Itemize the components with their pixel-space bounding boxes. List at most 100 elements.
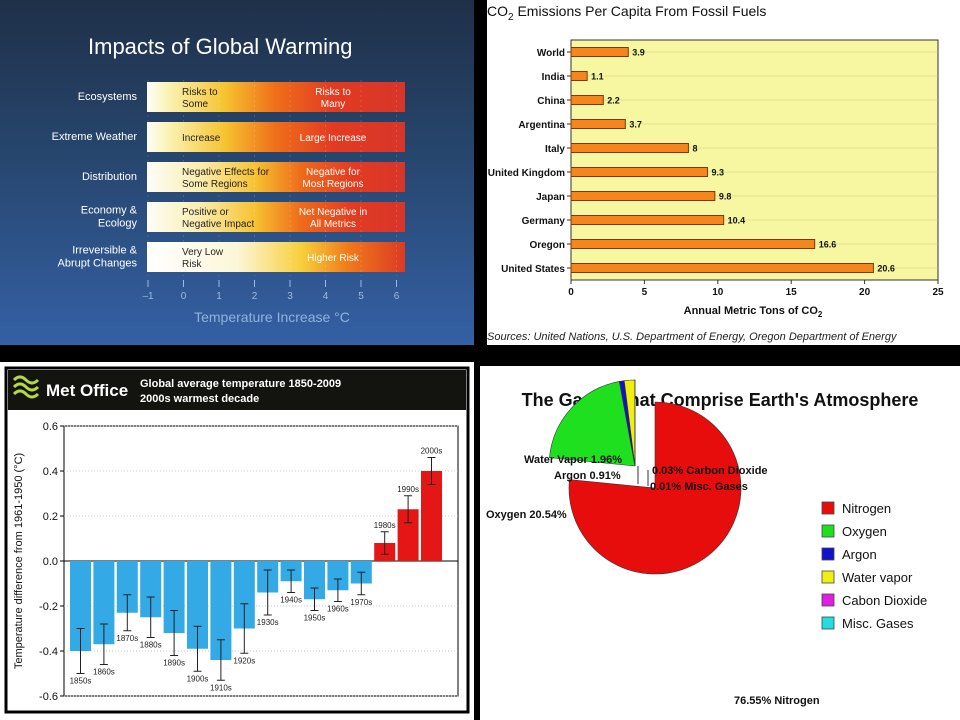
- atmosphere-legend-label: Cabon Dioxide: [842, 593, 927, 608]
- metoffice-y-tick-label: 0.6: [43, 421, 58, 433]
- co2-x-tick-label: 15: [786, 287, 798, 298]
- metoffice-bar: [327, 561, 349, 591]
- co2-x-tick-label: 20: [859, 287, 871, 298]
- metoffice-chart: Met Office Global average temperature 18…: [4, 366, 470, 714]
- metoffice-y-axis-label: Temperature difference from 1961-1950 (°…: [13, 453, 25, 669]
- impacts-x-tick-label: 1: [216, 291, 222, 302]
- co2-category-label: China: [537, 96, 565, 107]
- atmosphere-slice-label: Oxygen 20.54%: [486, 509, 567, 521]
- metoffice-bar: [70, 561, 91, 651]
- co2-bar: [570, 47, 629, 57]
- co2-x-axis-label: Annual Metric Tons of CO2: [684, 305, 823, 319]
- metoffice-decade-label: 1900s: [187, 674, 209, 683]
- metoffice-header: [8, 370, 466, 410]
- atmosphere-legend-label: Nitrogen: [842, 501, 891, 516]
- atmosphere-slice-label: 0.03% Carbon Dioxide: [652, 465, 768, 477]
- impacts-category-label: Distribution: [82, 171, 137, 183]
- impacts-title: Impacts of Global Warming: [88, 34, 353, 59]
- impacts-chart: Impacts of Global Warming Ecosystems Risk…: [52, 34, 405, 325]
- metoffice-bar: [304, 561, 325, 600]
- co2-category-label: United Kingdom: [488, 168, 565, 179]
- impacts-x-tick-label: 6: [394, 291, 400, 302]
- impacts-bar: [147, 122, 405, 152]
- co2-category-label: Argentina: [518, 120, 565, 131]
- metoffice-decade-label: 1880s: [140, 641, 162, 650]
- co2-category-label: United States: [501, 264, 565, 275]
- metoffice-y-tick-label: -0.6: [39, 691, 58, 703]
- co2-bar-value-label: 9.8: [719, 192, 732, 202]
- impacts-bar-left-label: Increase: [182, 133, 221, 144]
- co2-bar-value-label: 3.7: [629, 120, 642, 130]
- metoffice-bar: [163, 561, 185, 633]
- impacts-bar: [147, 162, 405, 192]
- impacts-bar-right-label: Risks to: [315, 87, 351, 98]
- impacts-x-tick-label: 4: [323, 291, 329, 302]
- impacts-bar-right-label: Net Negative in: [299, 207, 367, 218]
- atmosphere-legend-swatch: [821, 616, 835, 630]
- co2-x-tick-label: 5: [642, 287, 648, 298]
- metoffice-y-tick-label: 0.4: [43, 466, 58, 478]
- metoffice-decade-label: 1920s: [233, 656, 255, 665]
- metoffice-decade-label: 1990s: [397, 485, 419, 494]
- atmosphere-chart: The Gases That Comprise Earth's Atmosphe…: [486, 379, 927, 707]
- impacts-bar-right-label: Higher Risk: [307, 253, 360, 264]
- impacts-bar-right-label: Large Increase: [300, 133, 367, 144]
- metoffice-bar: [233, 561, 255, 629]
- co2-category-label: World: [537, 48, 565, 59]
- impacts-x-tick-label: 3: [287, 291, 293, 302]
- metoffice-subtitle: 2000s warmest decade: [140, 393, 259, 405]
- co2-bar: [570, 239, 816, 249]
- impacts-bar-left-label: Some Regions: [182, 179, 248, 190]
- co2-category-label: Japan: [536, 192, 565, 203]
- co2-source: Sources: United Nations, U.S. Department…: [487, 331, 898, 343]
- atmosphere-pie-slice: [568, 401, 742, 575]
- metoffice-logo-icon: [12, 375, 40, 399]
- metoffice-brand: Met Office: [46, 381, 128, 400]
- impacts-chart-panel: Impacts of Global Warming Ecosystems Risk…: [0, 0, 474, 345]
- metoffice-decade-label: 1960s: [327, 605, 349, 614]
- impacts-bar-left-label: Some: [182, 99, 209, 110]
- atmosphere-legend-label: Argon: [842, 547, 877, 562]
- co2-x-tick-label: 10: [712, 287, 724, 298]
- impacts-category-label: Abrupt Changes: [58, 258, 138, 270]
- atmosphere-slice-label: 76.55% Nitrogen: [734, 695, 820, 707]
- impacts-bar-left-label: Positive or: [182, 207, 229, 218]
- metoffice-bar: [187, 561, 208, 649]
- metoffice-decade-label: 1980s: [374, 521, 396, 530]
- co2-category-label: Oregon: [529, 240, 565, 251]
- co2-bar: [570, 263, 874, 273]
- metoffice-decade-label: 1890s: [163, 659, 185, 668]
- impacts-bar-left-label: Very Low: [182, 247, 224, 258]
- impacts-category-label: Extreme Weather: [52, 131, 138, 143]
- atmosphere-legend-label: Misc. Gases: [842, 616, 914, 631]
- impacts-bar: [147, 82, 405, 112]
- metoffice-bar: [140, 561, 162, 618]
- co2-bar-value-label: 10.4: [728, 216, 746, 226]
- metoffice-bar: [397, 509, 419, 561]
- impacts-bar: [147, 242, 405, 272]
- co2-bar: [570, 143, 689, 153]
- co2-title: CO2 Emissions Per Capita From Fossil Fue…: [487, 3, 766, 23]
- impacts-x-tick-label: 5: [358, 291, 364, 302]
- impacts-bar-left-label: Risk: [182, 259, 202, 270]
- co2-category-label: Italy: [545, 144, 565, 155]
- co2-category-label: Germany: [522, 216, 566, 227]
- metoffice-bar: [421, 471, 442, 561]
- impacts-category-label: Economy &: [81, 205, 138, 217]
- co2-bar-value-label: 9.3: [712, 168, 725, 178]
- impacts-bar-right-label: Many: [321, 99, 345, 110]
- metoffice-decade-label: 1850s: [70, 677, 92, 686]
- metoffice-decade-label: 1870s: [116, 634, 138, 643]
- co2-bar: [570, 95, 604, 105]
- co2-bar-value-label: 1.1: [591, 72, 604, 82]
- co2-bar-value-label: 2.2: [607, 96, 620, 106]
- co2-chart: CO2 Emissions Per Capita From Fossil Fue…: [487, 3, 944, 343]
- co2-bar-value-label: 16.6: [819, 240, 837, 250]
- metoffice-chart-panel: Met Office Global average temperature 18…: [0, 362, 474, 720]
- impacts-category-label: Irreversible &: [72, 245, 137, 257]
- impacts-bar-left-label: Risks to: [182, 87, 218, 98]
- impacts-bar-right-label: All Metrics: [310, 219, 356, 230]
- impacts-bar-right-label: Negative for: [306, 167, 361, 178]
- co2-bar-value-label: 3.9: [632, 48, 645, 58]
- atmosphere-slice-label: Water Vapor 1.96%: [524, 454, 622, 466]
